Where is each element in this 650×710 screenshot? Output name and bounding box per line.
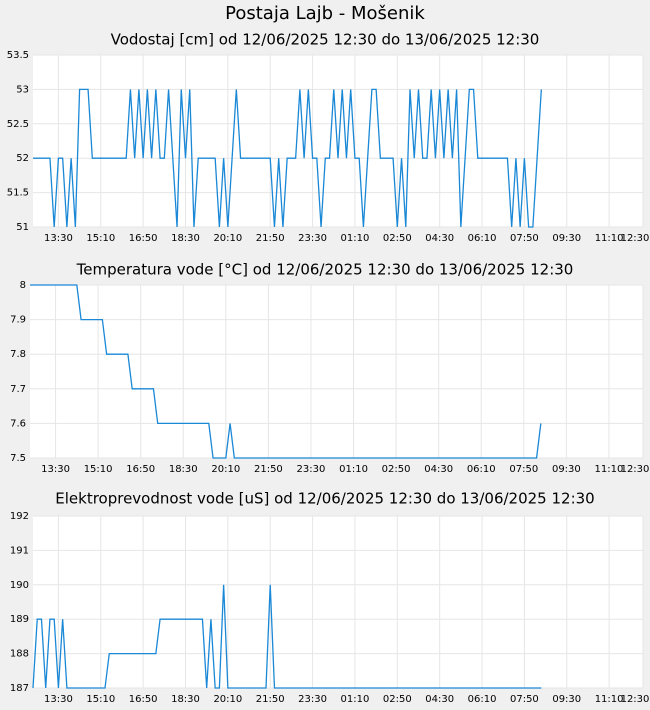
y-tick-label: 53.5	[7, 50, 29, 61]
x-tick-label: 16:50	[129, 233, 158, 244]
y-tick-label: 7.9	[10, 315, 26, 326]
page-title: Postaja Lajb - Mošenik	[225, 3, 425, 24]
y-tick-label: 192	[10, 511, 29, 522]
x-tick-label: 06:10	[467, 464, 496, 475]
x-tick-label: 21:50	[256, 233, 285, 244]
plot-area	[30, 285, 643, 458]
y-tick-label: 187	[10, 683, 29, 694]
y-tick-label: 52.5	[7, 119, 29, 130]
x-tick-label: 13:30	[44, 694, 73, 705]
y-tick-label: 188	[10, 649, 29, 660]
x-tick-label: 07:50	[509, 464, 538, 475]
x-tick-label: 07:50	[510, 233, 539, 244]
y-tick-label: 53	[16, 84, 29, 95]
x-tick-label: 09:30	[552, 233, 581, 244]
x-tick-label: 02:50	[383, 233, 412, 244]
y-tick-label: 51	[16, 222, 29, 233]
chart-title: Temperatura vode [°C] od 12/06/2025 12:3…	[76, 261, 574, 279]
x-tick-label: 12:30	[621, 464, 650, 475]
x-tick-label: 23:30	[297, 464, 326, 475]
y-tick-label: 7.7	[10, 384, 26, 395]
data-line	[30, 284, 542, 459]
x-tick-label: 04:30	[425, 694, 454, 705]
x-tick-label: 02:50	[383, 694, 412, 705]
x-tick-label: 06:10	[468, 233, 497, 244]
x-tick-label: 13:30	[41, 464, 70, 475]
x-tick-label: 23:30	[298, 233, 327, 244]
x-tick-label: 18:30	[169, 464, 198, 475]
x-tick-label: 09:30	[552, 464, 581, 475]
x-tick-label: 11:10	[595, 233, 624, 244]
chart-title: Vodostaj [cm] od 12/06/2025 12:30 do 13/…	[111, 31, 540, 49]
x-tick-label: 06:10	[468, 694, 497, 705]
y-tick-label: 7.6	[10, 418, 26, 429]
x-tick-label: 11:10	[595, 694, 624, 705]
x-tick-label: 20:10	[211, 464, 240, 475]
x-tick-label: 16:50	[126, 464, 155, 475]
x-tick-label: 18:30	[171, 233, 200, 244]
x-tick-label: 20:10	[213, 694, 242, 705]
plot-area	[33, 55, 643, 227]
y-tick-label: 52	[16, 153, 29, 164]
x-tick-label: 01:10	[341, 694, 370, 705]
x-tick-label: 15:10	[84, 464, 113, 475]
x-tick-label: 13:30	[44, 233, 73, 244]
x-tick-label: 12:30	[621, 694, 650, 705]
x-tick-label: 16:50	[129, 694, 158, 705]
data-line	[32, 584, 542, 689]
y-tick-label: 190	[10, 580, 29, 591]
y-tick-label: 191	[10, 545, 29, 556]
x-tick-label: 18:30	[171, 694, 200, 705]
x-tick-label: 04:30	[425, 233, 454, 244]
x-tick-label: 20:10	[213, 233, 242, 244]
x-tick-label: 23:30	[298, 694, 327, 705]
x-tick-label: 04:30	[424, 464, 453, 475]
x-tick-label: 11:10	[595, 464, 624, 475]
y-tick-label: 7.5	[10, 453, 26, 464]
x-tick-label: 15:10	[86, 233, 115, 244]
y-tick-label: 7.8	[10, 349, 26, 360]
x-tick-label: 09:30	[552, 694, 581, 705]
y-tick-label: 189	[10, 614, 29, 625]
x-tick-label: 07:50	[510, 694, 539, 705]
data-line	[33, 88, 542, 228]
y-tick-label: 8	[20, 280, 26, 291]
x-tick-label: 12:30	[621, 233, 650, 244]
x-tick-label: 15:10	[86, 694, 115, 705]
plot-area	[33, 516, 643, 688]
x-tick-label: 21:50	[254, 464, 283, 475]
x-tick-label: 21:50	[256, 694, 285, 705]
x-tick-label: 01:10	[339, 464, 368, 475]
x-tick-label: 02:50	[382, 464, 411, 475]
y-tick-label: 51.5	[7, 188, 29, 199]
x-tick-label: 01:10	[341, 233, 370, 244]
chart-title: Elektroprevodnost vode [uS] od 12/06/202…	[55, 490, 594, 508]
